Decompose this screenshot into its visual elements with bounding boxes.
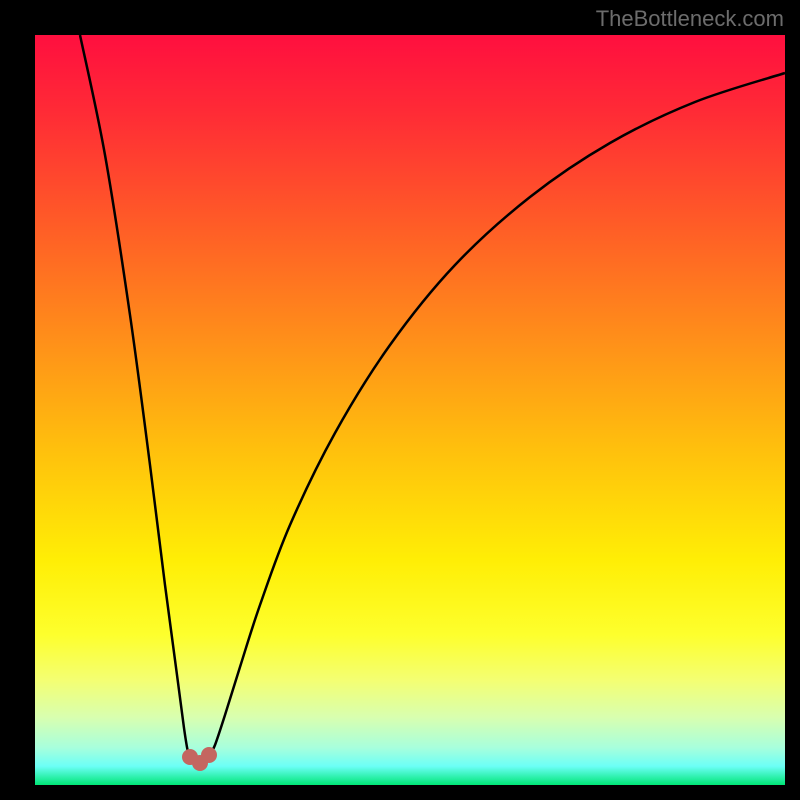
plot-area: [35, 35, 785, 785]
bottleneck-curve: [35, 35, 785, 785]
chart-container: TheBottleneck.com: [0, 0, 800, 800]
watermark-label: TheBottleneck.com: [596, 6, 784, 32]
curve-marker: [192, 755, 208, 771]
